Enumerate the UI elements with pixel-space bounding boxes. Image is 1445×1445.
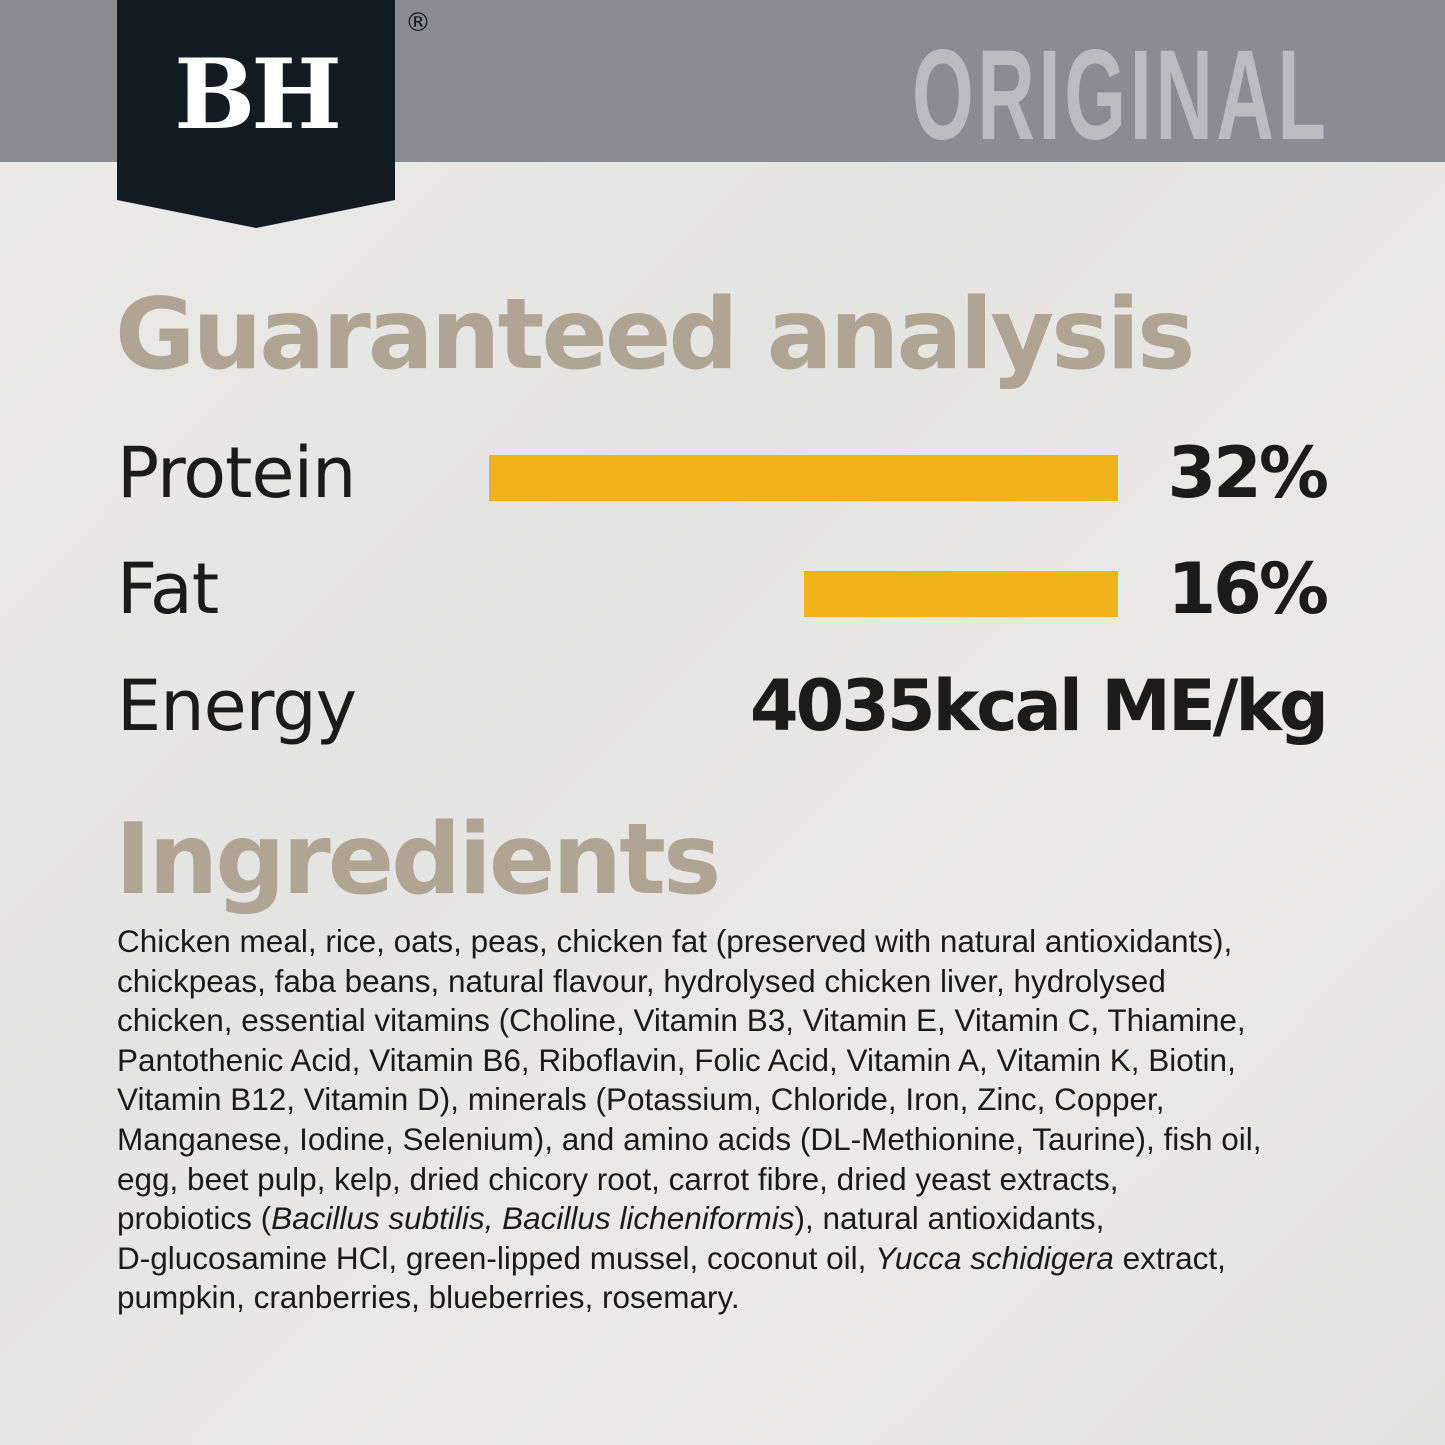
italic-term: Bacillus subtilis, Bacillus licheniformi…	[271, 1200, 795, 1237]
italic-term: Yucca schidigera	[875, 1239, 1114, 1276]
ingredients-line: probiotics (Bacillus subtilis, Bacillus …	[117, 1200, 1105, 1237]
ingredients-line: Pantothenic Acid, Vitamin B6, Riboflavin…	[117, 1041, 1236, 1078]
protein-value: 32%	[1167, 432, 1329, 514]
ingredients-line: Vitamin B12, Vitamin D), minerals (Potas…	[117, 1081, 1165, 1118]
logo-text: BH	[174, 38, 342, 151]
fat-label: Fat	[117, 548, 219, 630]
ingredients-line: egg, beet pulp, kelp, dried chicory root…	[117, 1160, 1119, 1197]
fat-bar	[803, 571, 1118, 617]
ingredients-line: D-glucosamine HCl, green-lipped mussel, …	[117, 1239, 1226, 1276]
ingredients-list: Chicken meal, rice, oats, peas, chicken …	[117, 922, 1347, 1318]
ingredients-line: pumpkin, cranberries, blueberries, rosem…	[117, 1279, 740, 1316]
fat-value: 16%	[1167, 548, 1329, 630]
ingredients-line: chicken, essential vitamins (Choline, Vi…	[117, 1002, 1246, 1039]
energy-label: Energy	[117, 665, 357, 747]
analysis-title: Guaranteed analysis	[115, 278, 1195, 392]
ingredients-line: Chicken meal, rice, oats, peas, chicken …	[117, 923, 1233, 959]
ingredients-line: chickpeas, faba beans, natural flavour, …	[117, 962, 1166, 999]
energy-value: 4035kcal ME/kg	[749, 665, 1329, 747]
registered-mark: ®	[405, 8, 431, 38]
ingredients-line: Manganese, Iodine, Selenium), and amino …	[117, 1120, 1262, 1157]
protein-bar	[489, 455, 1118, 501]
ingredients-title: Ingredients	[115, 803, 721, 917]
variant-label: ORIGINAL	[912, 24, 1330, 167]
protein-label: Protein	[117, 432, 356, 514]
brand-logo: BH	[117, 0, 395, 228]
